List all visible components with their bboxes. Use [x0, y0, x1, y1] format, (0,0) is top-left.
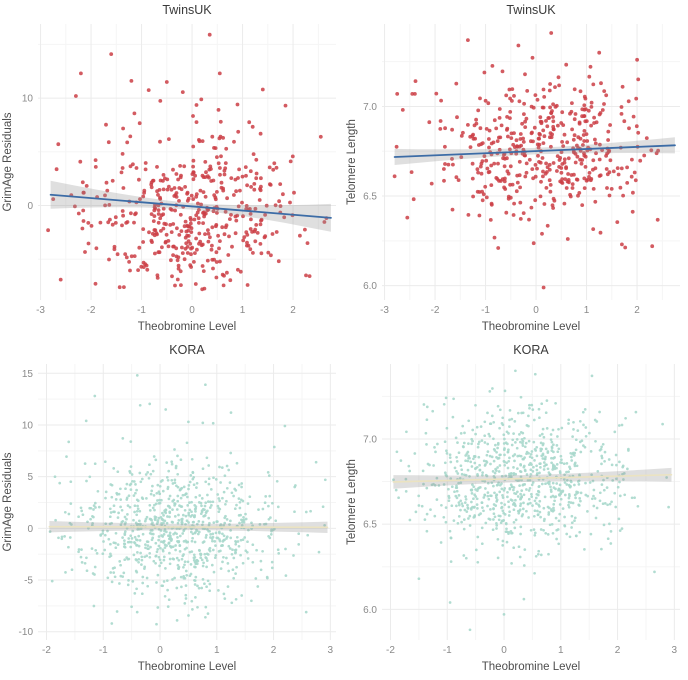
y-tick-label: -5: [24, 576, 33, 587]
x-tick-label: -2: [386, 645, 395, 656]
tick-labels: -3 -2 -1 0 1 2 0 10: [22, 94, 296, 316]
y-tick-label: 6.5: [363, 520, 377, 531]
y-tick-label: 7.0: [363, 102, 377, 113]
tick-labels: -3 -2 -1 0 1 2 6.0 6.5 7.0: [363, 102, 640, 316]
points-layer: [46, 32, 329, 292]
x-tick-label: 2: [271, 645, 277, 656]
chart-title: TwinsUK: [506, 3, 556, 17]
gridlines-layer: [382, 24, 680, 300]
x-tick-label: 1: [558, 645, 564, 656]
x-tick-label: 3: [328, 645, 334, 656]
trend-line: [393, 144, 676, 158]
x-tick-label: -1: [99, 645, 108, 656]
panel-twinsuk-telomere: -3 -2 -1 0 1 2 6.0 6.5 7.0 TwinsUK Theobromine L…: [344, 0, 688, 340]
trend-layer: [49, 180, 332, 232]
plot-area: -3 -2 -1 0 1 2 0 10: [22, 24, 336, 316]
points-layer: [392, 31, 660, 290]
x-tick-label: -1: [137, 305, 146, 316]
x-tick-label: 3: [672, 645, 678, 656]
chart-title: TwinsUK: [162, 3, 212, 17]
y-tick-label: 6.0: [363, 281, 377, 292]
x-tick-label: -2: [87, 305, 96, 316]
scatter-plot-svg: -3 -2 -1 0 1 2 6.0 6.5 7.0 TwinsUK Theobromine L…: [346, 3, 680, 333]
y-tick-label: 0: [27, 524, 33, 535]
chart-title: KORA: [513, 343, 549, 357]
x-axis-label: Theobromine Level: [138, 661, 236, 673]
trend-layer: [392, 467, 673, 489]
y-tick-label: 15: [22, 369, 34, 380]
trend-line: [49, 193, 332, 219]
x-tick-label: -1: [481, 305, 490, 316]
x-tick-label: 1: [240, 305, 246, 316]
points-layer: [392, 369, 670, 632]
gridlines-layer: [38, 364, 336, 640]
x-axis-label: Theobromine Level: [482, 661, 580, 673]
tick-labels: -2 -1 0 1 2 3 6.0 6.5 7.0: [363, 434, 677, 656]
y-tick-label: 5: [27, 472, 33, 483]
x-axis-label: Theobromine Level: [482, 321, 580, 333]
x-tick-label: 1: [584, 305, 590, 316]
x-tick-label: 2: [615, 645, 621, 656]
points-layer: [48, 374, 327, 626]
panel-twinsuk-grimage: -3 -2 -1 0 1 2 0 10 TwinsUK Theobromine Level G…: [0, 0, 344, 340]
x-axis-label: Theobromine Level: [138, 321, 236, 333]
y-axis-label: Telomere Length: [346, 459, 358, 545]
panel-kora-telomere: -2 -1 0 1 2 3 6.0 6.5 7.0 KORA Theobromine Level…: [344, 340, 688, 680]
y-axis-label: GrimAge Residuals: [2, 452, 14, 551]
y-tick-label: 6.5: [363, 192, 377, 203]
plot-area: -3 -2 -1 0 1 2 6.0 6.5 7.0: [363, 24, 680, 316]
y-tick-label: 6.0: [363, 605, 377, 616]
x-tick-label: 0: [533, 305, 539, 316]
trend-layer: [48, 521, 329, 533]
trend-layer: [393, 137, 676, 165]
x-tick-label: 0: [157, 645, 163, 656]
x-tick-label: 2: [634, 305, 640, 316]
chart-title: KORA: [169, 343, 205, 357]
panel-kora-grimage: -2 -1 0 1 2 3 -10 -5 0 5 10 15 KORA Theobromine Lev…: [0, 340, 344, 680]
x-tick-label: -2: [431, 305, 440, 316]
y-tick-label: -10: [19, 627, 34, 638]
trend-line: [48, 525, 329, 529]
y-tick-label: 10: [22, 94, 34, 105]
scatter-plot-svg: -2 -1 0 1 2 3 6.0 6.5 7.0 KORA Theobromine Level…: [346, 343, 680, 673]
y-axis-label: Telomere Length: [346, 119, 358, 205]
x-tick-label: -3: [36, 305, 45, 316]
scatter-plot-svg: -3 -2 -1 0 1 2 0 10 TwinsUK Theobromine Level G…: [2, 3, 336, 333]
y-tick-label: 7.0: [363, 434, 377, 445]
y-tick-label: 0: [27, 201, 33, 212]
trend-line: [392, 473, 673, 483]
x-tick-label: 2: [290, 305, 296, 316]
x-tick-label: 1: [214, 645, 220, 656]
y-axis-label: GrimAge Residuals: [2, 112, 14, 211]
x-tick-label: -1: [443, 645, 452, 656]
x-tick-label: 0: [501, 645, 507, 656]
x-tick-label: 0: [189, 305, 195, 316]
x-tick-label: -2: [42, 645, 51, 656]
plot-area: -2 -1 0 1 2 3 6.0 6.5 7.0: [363, 364, 680, 656]
y-tick-label: 10: [22, 420, 34, 431]
x-tick-label: -3: [380, 305, 389, 316]
